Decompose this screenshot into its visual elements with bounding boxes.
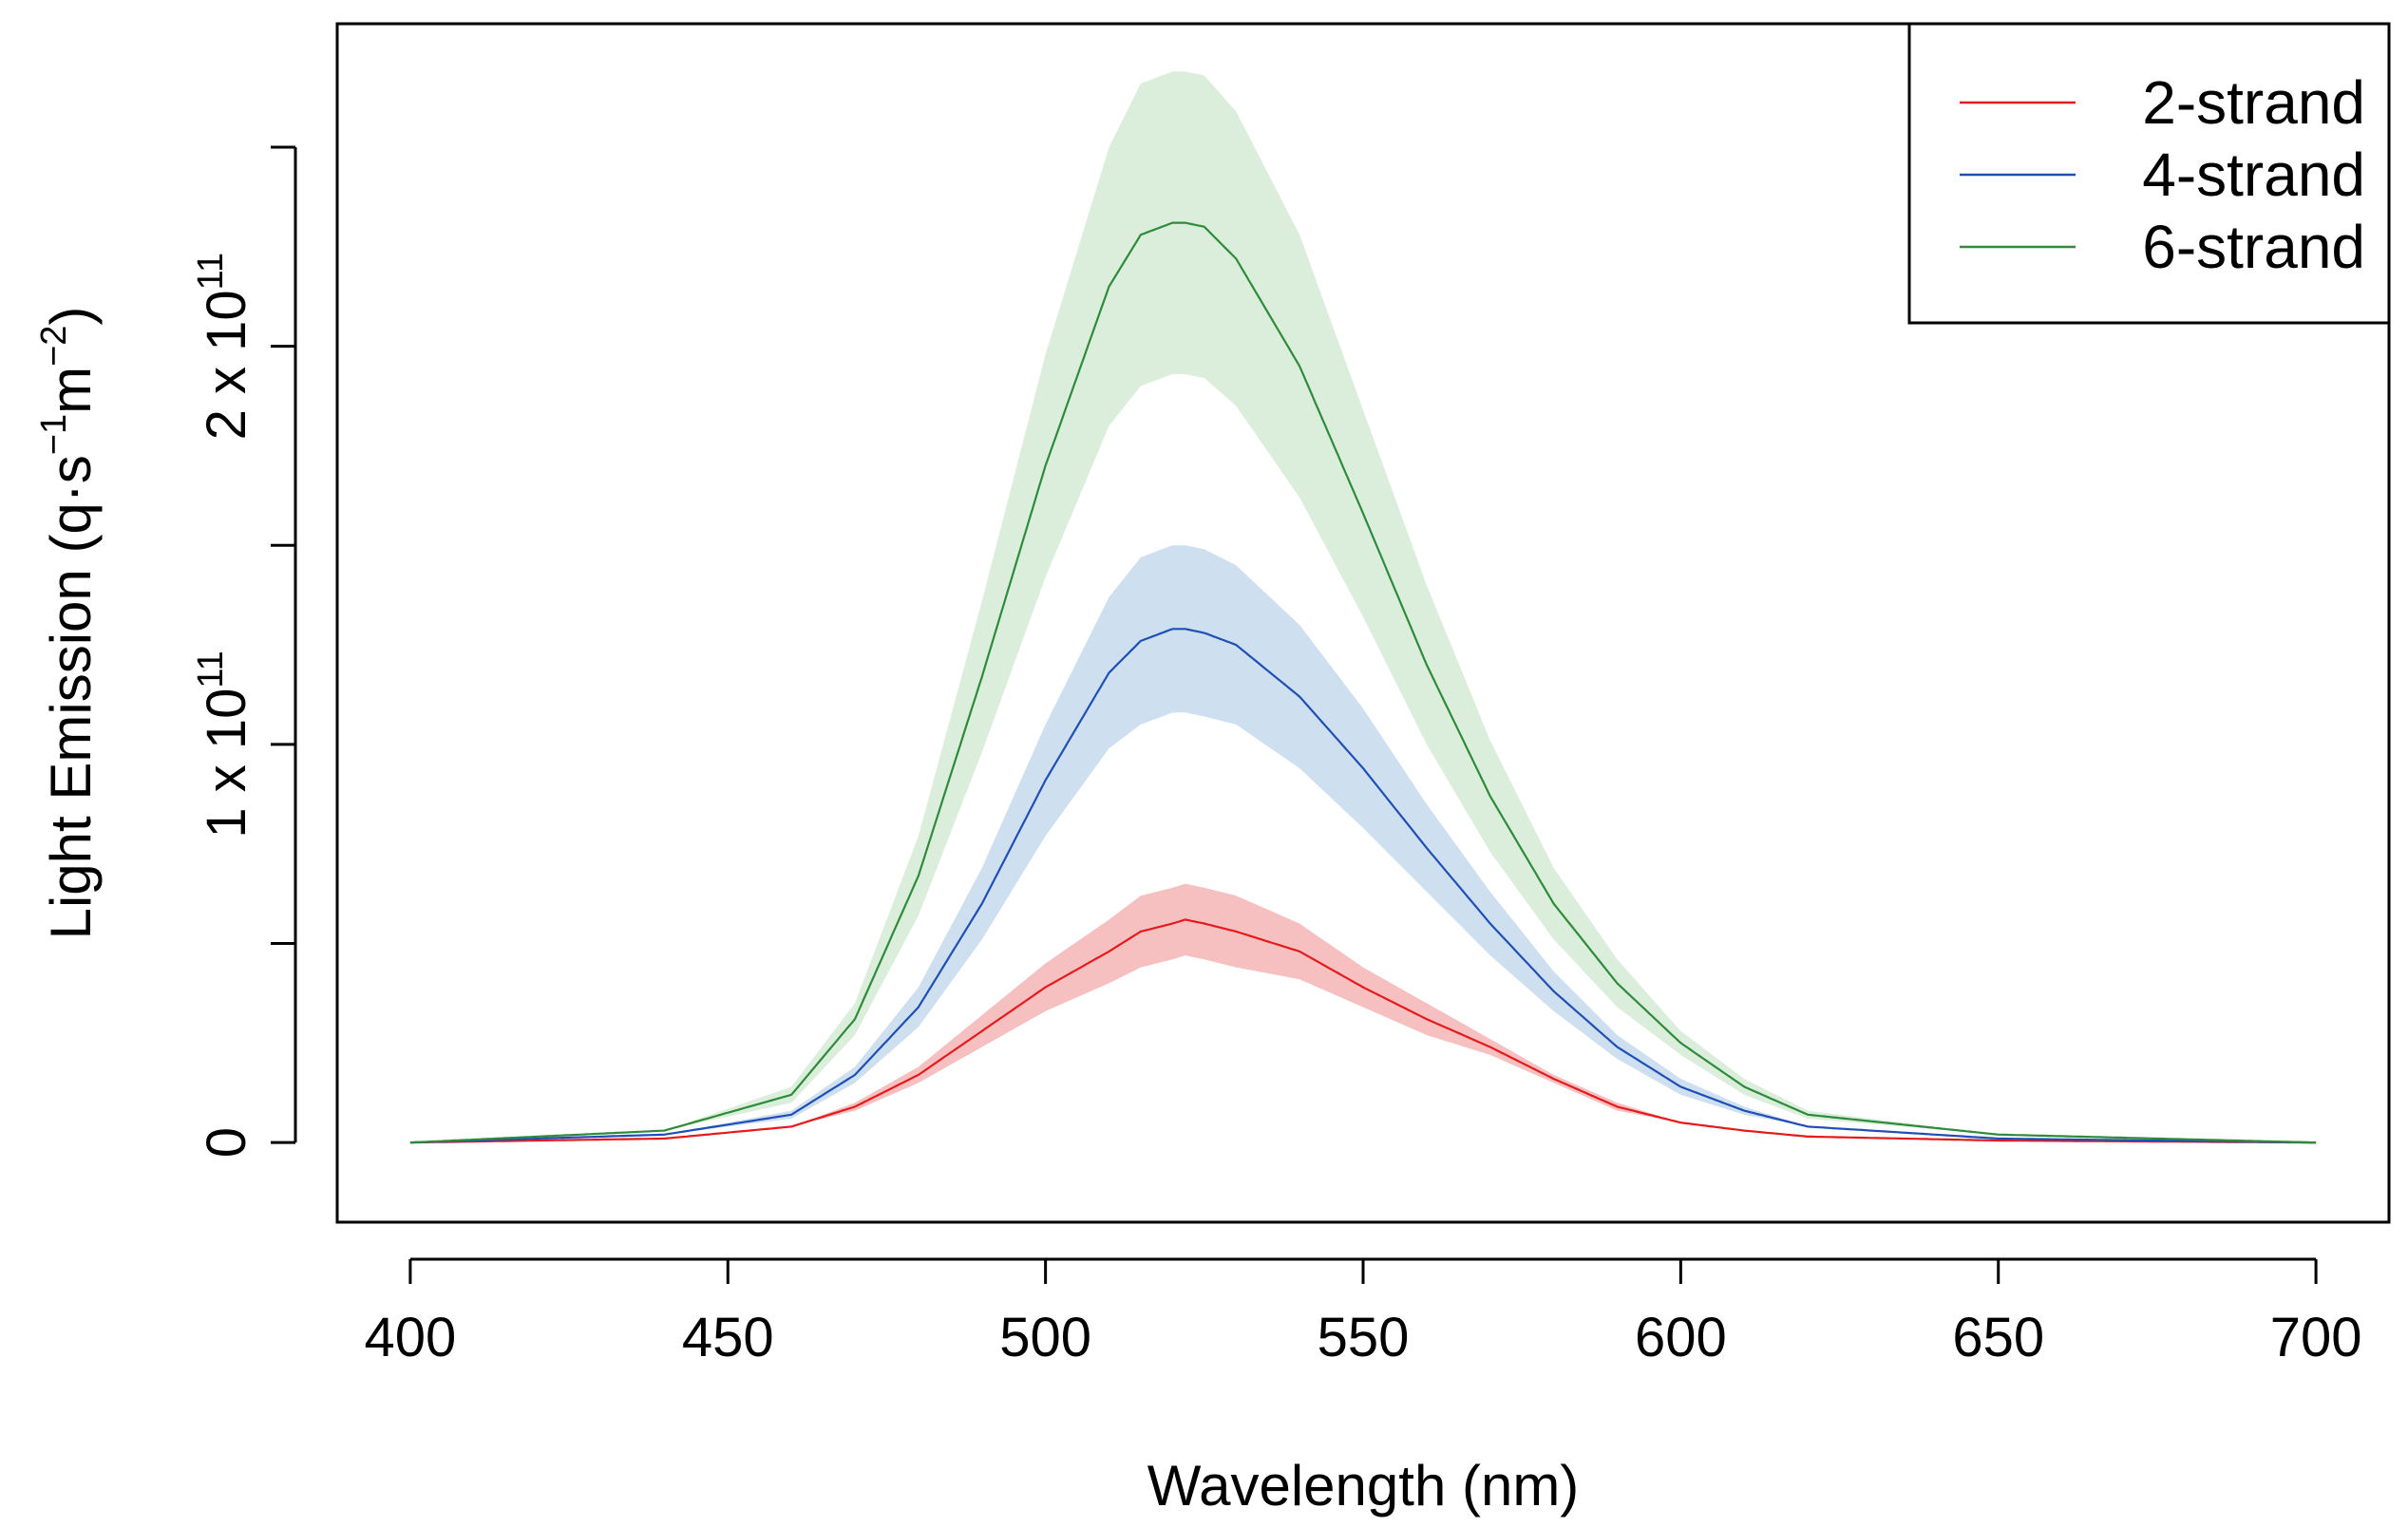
y-axis-title-mid: m: [39, 367, 103, 414]
band-6-strand: [409, 71, 2317, 1143]
line-4-strand: [409, 628, 2317, 1144]
y-axis-title-text: Light Emission (q·s: [39, 455, 103, 939]
line-6-strand: [409, 221, 2317, 1144]
legend-label-2-strand: 2-strand: [2142, 68, 2365, 137]
y-axis-title-sup1: −1: [34, 414, 74, 455]
x-tick-label: 400: [365, 1307, 457, 1368]
band-4-strand: [409, 545, 2317, 1143]
y-axis-title-close: ): [39, 307, 103, 326]
y-tick-label-base: 1 x 10: [196, 688, 257, 839]
x-axis: 400 450 500 550 600 650 700: [365, 1257, 2362, 1368]
y-tick-label-base: 0: [196, 1127, 257, 1158]
svg-text:Light Emission (q·s−1m−2): Light Emission (q·s−1m−2): [34, 307, 103, 940]
line-2-strand: [409, 918, 2317, 1144]
x-tick-label: 700: [2270, 1307, 2362, 1368]
x-tick-label: 500: [999, 1307, 1091, 1368]
legend-label-4-strand: 4-strand: [2142, 141, 2365, 209]
y-tick-label: 0: [196, 1127, 257, 1158]
x-axis-title: Wavelength (nm): [1147, 1454, 1580, 1518]
y-tick-label: 1 x 1011: [191, 650, 257, 838]
series-lines: [409, 221, 2317, 1144]
y-axis-title: Light Emission (q·s−1m−2): [34, 307, 103, 940]
y-tick-label-base: 2 x 10: [196, 290, 257, 440]
confidence-bands: [409, 71, 2317, 1143]
legend-box: [1907, 22, 2391, 325]
legend-label-6-strand: 6-strand: [2142, 213, 2365, 281]
svg-text:0: 0: [196, 1127, 257, 1158]
x-tick-label: 450: [682, 1307, 774, 1368]
svg-text:1 x 1011: 1 x 1011: [191, 650, 257, 838]
svg-text:2 x 1011: 2 x 1011: [191, 253, 257, 440]
y-axis-title-sup2: −2: [34, 326, 74, 367]
x-tick-label: 550: [1318, 1307, 1410, 1368]
x-tick-label: 600: [1635, 1307, 1727, 1368]
plot-frame: [335, 22, 2391, 1224]
x-tick-label: 650: [1952, 1307, 2044, 1368]
y-tick-label: 2 x 1011: [191, 253, 257, 440]
y-tick-label-exp: 11: [191, 650, 231, 688]
band-2-strand: [409, 883, 2317, 1143]
y-tick-label-exp: 11: [191, 253, 231, 290]
